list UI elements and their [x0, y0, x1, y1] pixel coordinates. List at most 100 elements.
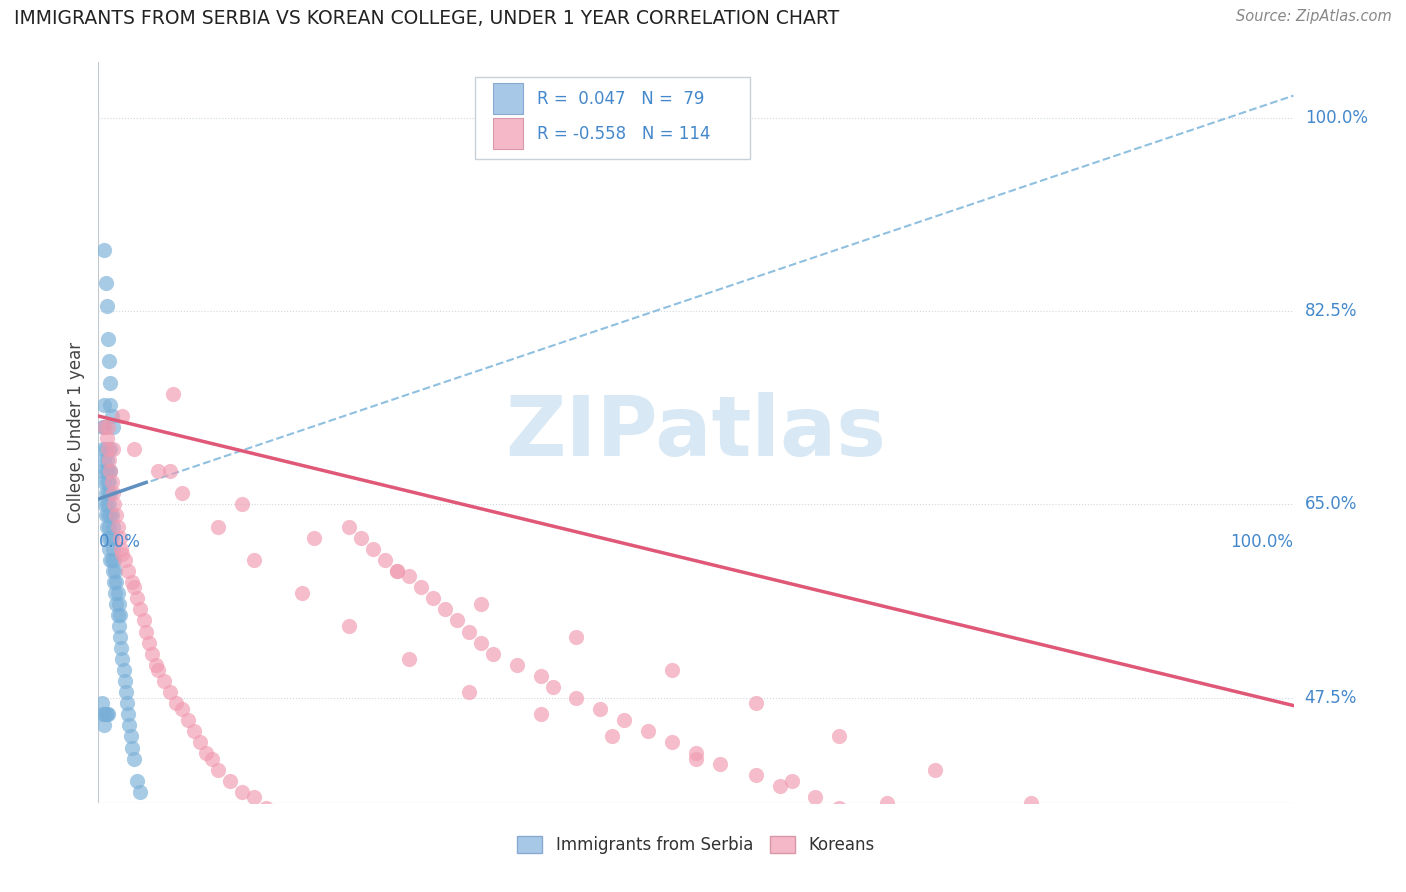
- Point: [162, 387, 184, 401]
- Point: [506, 657, 529, 672]
- Point: [602, 730, 624, 744]
- Point: [302, 531, 325, 545]
- Point: [93, 420, 115, 434]
- Point: [350, 531, 373, 545]
- Point: [613, 713, 636, 727]
- Point: [458, 624, 481, 639]
- Point: [685, 751, 707, 765]
- Point: [108, 607, 131, 622]
- Point: [138, 635, 160, 649]
- Point: [243, 790, 266, 805]
- Point: [94, 508, 117, 523]
- Point: [148, 464, 170, 478]
- Point: [201, 751, 224, 765]
- Point: [291, 586, 314, 600]
- Point: [93, 244, 115, 258]
- Text: 65.0%: 65.0%: [1305, 495, 1357, 514]
- Point: [118, 718, 141, 732]
- Point: [565, 630, 588, 644]
- Point: [98, 376, 122, 390]
- Point: [114, 674, 136, 689]
- Point: [96, 707, 118, 722]
- Point: [422, 591, 444, 606]
- Point: [709, 757, 731, 772]
- Point: [530, 669, 553, 683]
- Point: [108, 630, 131, 644]
- Point: [98, 541, 121, 556]
- Point: [93, 718, 115, 732]
- Point: [172, 486, 194, 500]
- Point: [98, 498, 121, 512]
- Point: [107, 619, 129, 633]
- Legend: Immigrants from Serbia, Koreans: Immigrants from Serbia, Koreans: [510, 830, 882, 861]
- Point: [120, 730, 142, 744]
- Point: [132, 614, 155, 628]
- Point: [231, 498, 253, 512]
- Text: 0.0%: 0.0%: [98, 533, 141, 550]
- Point: [135, 624, 157, 639]
- Point: [188, 735, 211, 749]
- Point: [97, 531, 120, 545]
- Text: 47.5%: 47.5%: [1305, 689, 1357, 706]
- Point: [363, 541, 385, 556]
- Point: [153, 674, 176, 689]
- Text: R = -0.558   N = 114: R = -0.558 N = 114: [537, 125, 710, 143]
- Point: [434, 602, 457, 616]
- Point: [94, 707, 117, 722]
- Point: [339, 519, 361, 533]
- Point: [98, 464, 122, 478]
- Point: [129, 602, 152, 616]
- Point: [1104, 856, 1126, 871]
- Point: [745, 697, 768, 711]
- Point: [291, 834, 314, 848]
- Point: [107, 607, 129, 622]
- Point: [768, 779, 790, 793]
- Point: [148, 663, 170, 677]
- Point: [124, 442, 146, 457]
- Point: [219, 773, 242, 788]
- Point: [589, 702, 612, 716]
- Point: [470, 597, 492, 611]
- Point: [207, 763, 229, 777]
- Point: [565, 690, 588, 705]
- Point: [97, 332, 120, 346]
- Point: [411, 580, 433, 594]
- Point: [110, 641, 132, 656]
- Point: [458, 685, 481, 699]
- Point: [339, 619, 361, 633]
- Point: [972, 818, 994, 832]
- Point: [254, 801, 277, 815]
- Point: [159, 464, 181, 478]
- Point: [96, 475, 118, 490]
- Point: [129, 785, 152, 799]
- Point: [98, 475, 121, 490]
- Point: [98, 508, 122, 523]
- Point: [1175, 862, 1198, 876]
- Point: [110, 541, 132, 556]
- Point: [98, 442, 122, 457]
- Point: [661, 735, 683, 749]
- Point: [96, 519, 118, 533]
- Point: [100, 409, 122, 423]
- Point: [111, 409, 134, 423]
- Point: [745, 768, 768, 782]
- Point: [865, 813, 887, 827]
- Point: [98, 353, 121, 368]
- Point: [1067, 840, 1090, 855]
- Point: [243, 552, 266, 566]
- Point: [924, 823, 946, 838]
- Point: [103, 498, 125, 512]
- Point: [97, 486, 120, 500]
- Point: [804, 790, 827, 805]
- Point: [374, 552, 396, 566]
- Point: [101, 442, 124, 457]
- Text: Source: ZipAtlas.com: Source: ZipAtlas.com: [1236, 9, 1392, 24]
- Point: [398, 569, 420, 583]
- Point: [93, 398, 115, 412]
- Point: [94, 442, 117, 457]
- Point: [93, 453, 115, 467]
- Point: [780, 773, 803, 788]
- Point: [96, 453, 118, 467]
- Point: [94, 464, 117, 478]
- Point: [94, 486, 117, 500]
